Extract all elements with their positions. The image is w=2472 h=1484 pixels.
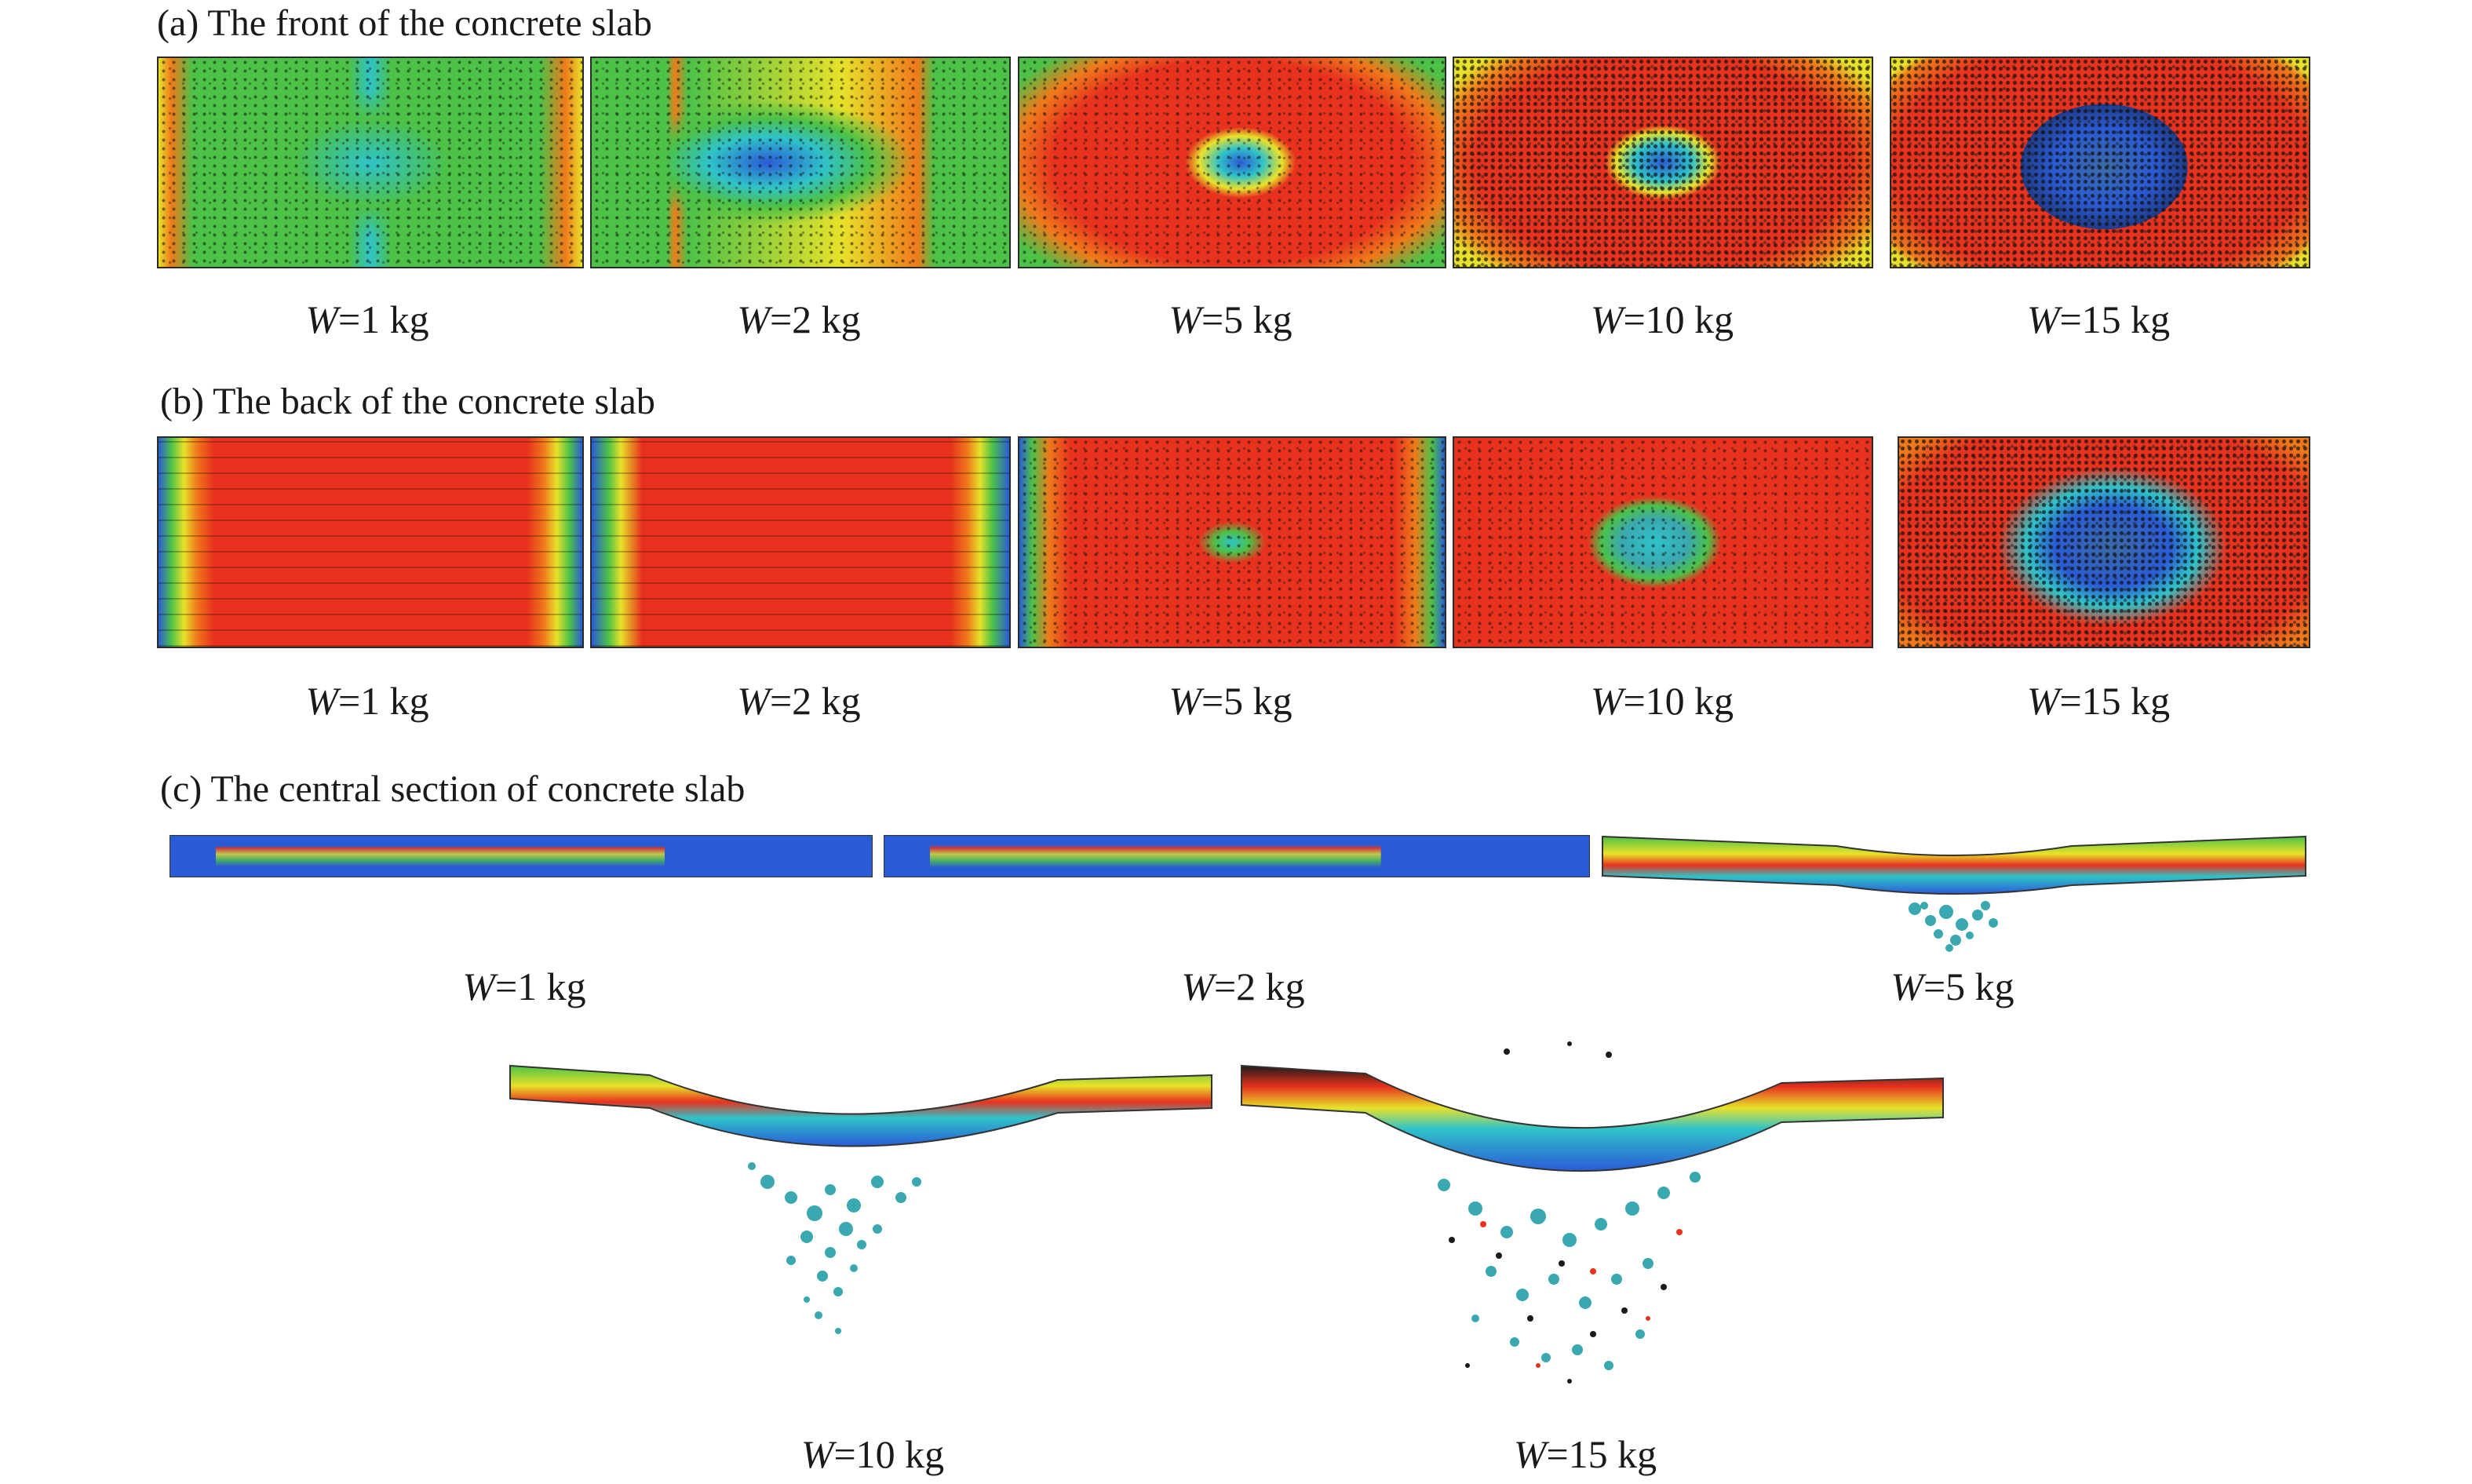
section-strip-w10 [509,1064,1212,1334]
crack-speckle [1454,58,1872,267]
front-panel-w10 [1453,57,1873,268]
caption-a-w5: W=5 kg [1169,297,1293,341]
section-b-title: (b) The back of the concrete slab [160,381,655,422]
back-panel-w10 [1453,436,1873,648]
crack-speckle [1899,438,2309,647]
front-panel-w15 [1890,57,2310,268]
caption-c-w10: W=10 kg [800,1432,945,1476]
front-panel-w1 [157,57,584,268]
caption-b-w15: W=15 kg [2026,679,2171,723]
caption-b-w1: W=1 kg [305,679,429,723]
caption-b-w10: W=10 kg [1590,679,1734,723]
caption-b-w5: W=5 kg [1169,679,1293,723]
debris-fragments [1438,1041,1701,1384]
debris-fragments [1909,901,1998,952]
crack-speckle [159,58,582,267]
front-panel-w2 [590,57,1011,268]
section-a-title: (a) The front of the concrete slab [157,2,652,44]
section-strip-w2 [884,835,1590,877]
crack-speckle [592,58,1009,267]
caption-a-w1: W=1 kg [305,297,429,341]
caption-c-w5: W=5 kg [1890,964,2014,1008]
caption-b-w2: W=2 kg [737,679,861,723]
back-panel-w5 [1018,436,1446,648]
caption-c-w2: W=2 kg [1181,964,1305,1008]
caption-c-w15: W=15 kg [1513,1432,1657,1476]
back-panel-w1 [157,436,584,648]
caption-a-w15: W=15 kg [2026,297,2171,341]
debris-fragments [748,1162,921,1334]
section-c-title: (c) The central section of concrete slab [160,768,746,810]
back-panel-w15 [1898,436,2310,648]
crack-speckle [1454,438,1872,647]
caption-a-w2: W=2 kg [737,297,861,341]
crack-speckle [1891,58,2309,267]
front-panel-w5 [1018,57,1446,268]
grid-lines [159,438,582,647]
crack-speckle [1019,58,1445,267]
section-strip-w5 [1602,835,2306,952]
grid-lines [592,438,1009,647]
section-strip-w1 [170,835,873,877]
section-strip-w15 [1241,1041,1944,1384]
caption-a-w10: W=10 kg [1590,297,1734,341]
caption-c-w1: W=1 kg [462,964,586,1008]
back-panel-w2 [590,436,1011,648]
crack-speckle [1019,438,1445,647]
